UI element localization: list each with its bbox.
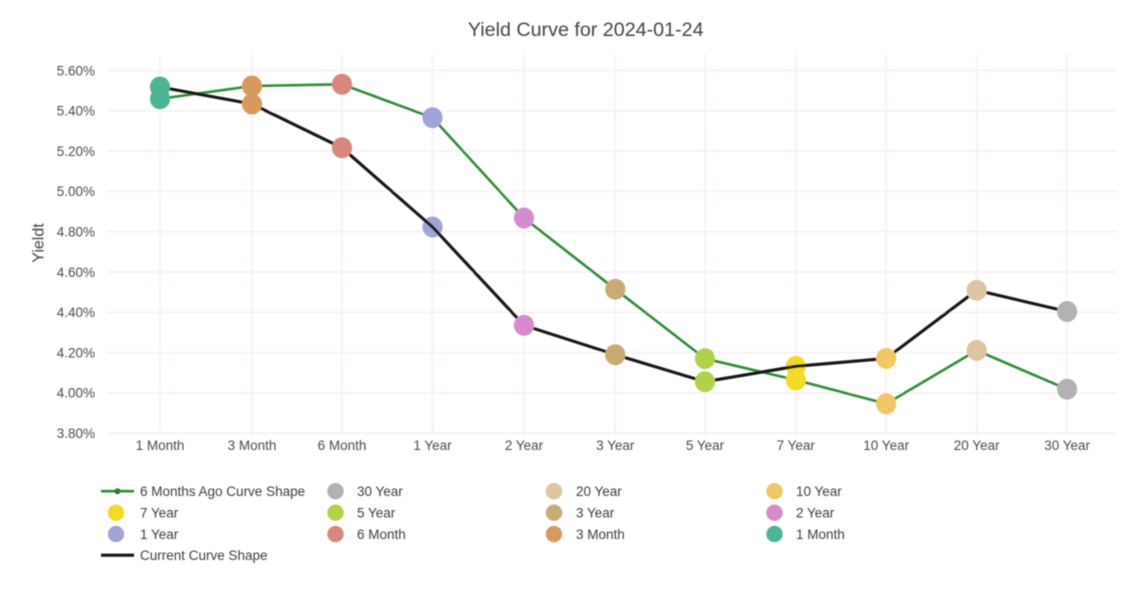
svg-text:4.40%: 4.40%	[57, 305, 95, 320]
svg-text:Current Curve Shape: Current Curve Shape	[140, 548, 268, 563]
svg-text:20 Year: 20 Year	[576, 484, 622, 499]
svg-text:5.00%: 5.00%	[57, 184, 95, 199]
svg-text:Yield Curve for 2024-01-24: Yield Curve for 2024-01-24	[468, 19, 704, 41]
svg-text:3.80%: 3.80%	[57, 426, 95, 441]
svg-text:6 Month: 6 Month	[318, 438, 367, 453]
svg-text:1 Year: 1 Year	[413, 438, 452, 453]
svg-text:Yieldt: Yieldt	[31, 223, 48, 263]
svg-text:30 Year: 30 Year	[1044, 438, 1090, 453]
svg-text:4.60%: 4.60%	[57, 265, 95, 280]
svg-text:3 Year: 3 Year	[596, 438, 635, 453]
svg-text:20 Year: 20 Year	[954, 438, 1000, 453]
svg-text:2 Year: 2 Year	[796, 506, 835, 521]
svg-text:10 Year: 10 Year	[796, 484, 842, 499]
svg-text:10 Year: 10 Year	[863, 438, 909, 453]
svg-text:5.60%: 5.60%	[57, 63, 95, 78]
svg-text:5 Year: 5 Year	[357, 506, 396, 521]
svg-text:5.20%: 5.20%	[57, 144, 95, 159]
svg-text:5 Year: 5 Year	[686, 438, 725, 453]
svg-text:1 Month: 1 Month	[796, 527, 845, 542]
svg-text:4.80%: 4.80%	[57, 225, 95, 240]
svg-text:4.20%: 4.20%	[57, 345, 95, 360]
svg-text:2 Year: 2 Year	[505, 438, 544, 453]
svg-text:5.40%: 5.40%	[57, 104, 95, 119]
svg-text:6 Month: 6 Month	[357, 527, 406, 542]
svg-text:3 Year: 3 Year	[576, 506, 615, 521]
svg-text:1 Month: 1 Month	[136, 438, 185, 453]
svg-text:7 Year: 7 Year	[140, 506, 179, 521]
svg-text:30 Year: 30 Year	[357, 484, 403, 499]
svg-text:6 Months Ago Curve Shape: 6 Months Ago Curve Shape	[140, 484, 305, 499]
svg-text:1 Year: 1 Year	[140, 527, 179, 542]
svg-text:3 Month: 3 Month	[228, 438, 277, 453]
svg-text:3 Month: 3 Month	[576, 527, 625, 542]
svg-text:4.00%: 4.00%	[57, 386, 95, 401]
svg-text:7 Year: 7 Year	[777, 438, 816, 453]
